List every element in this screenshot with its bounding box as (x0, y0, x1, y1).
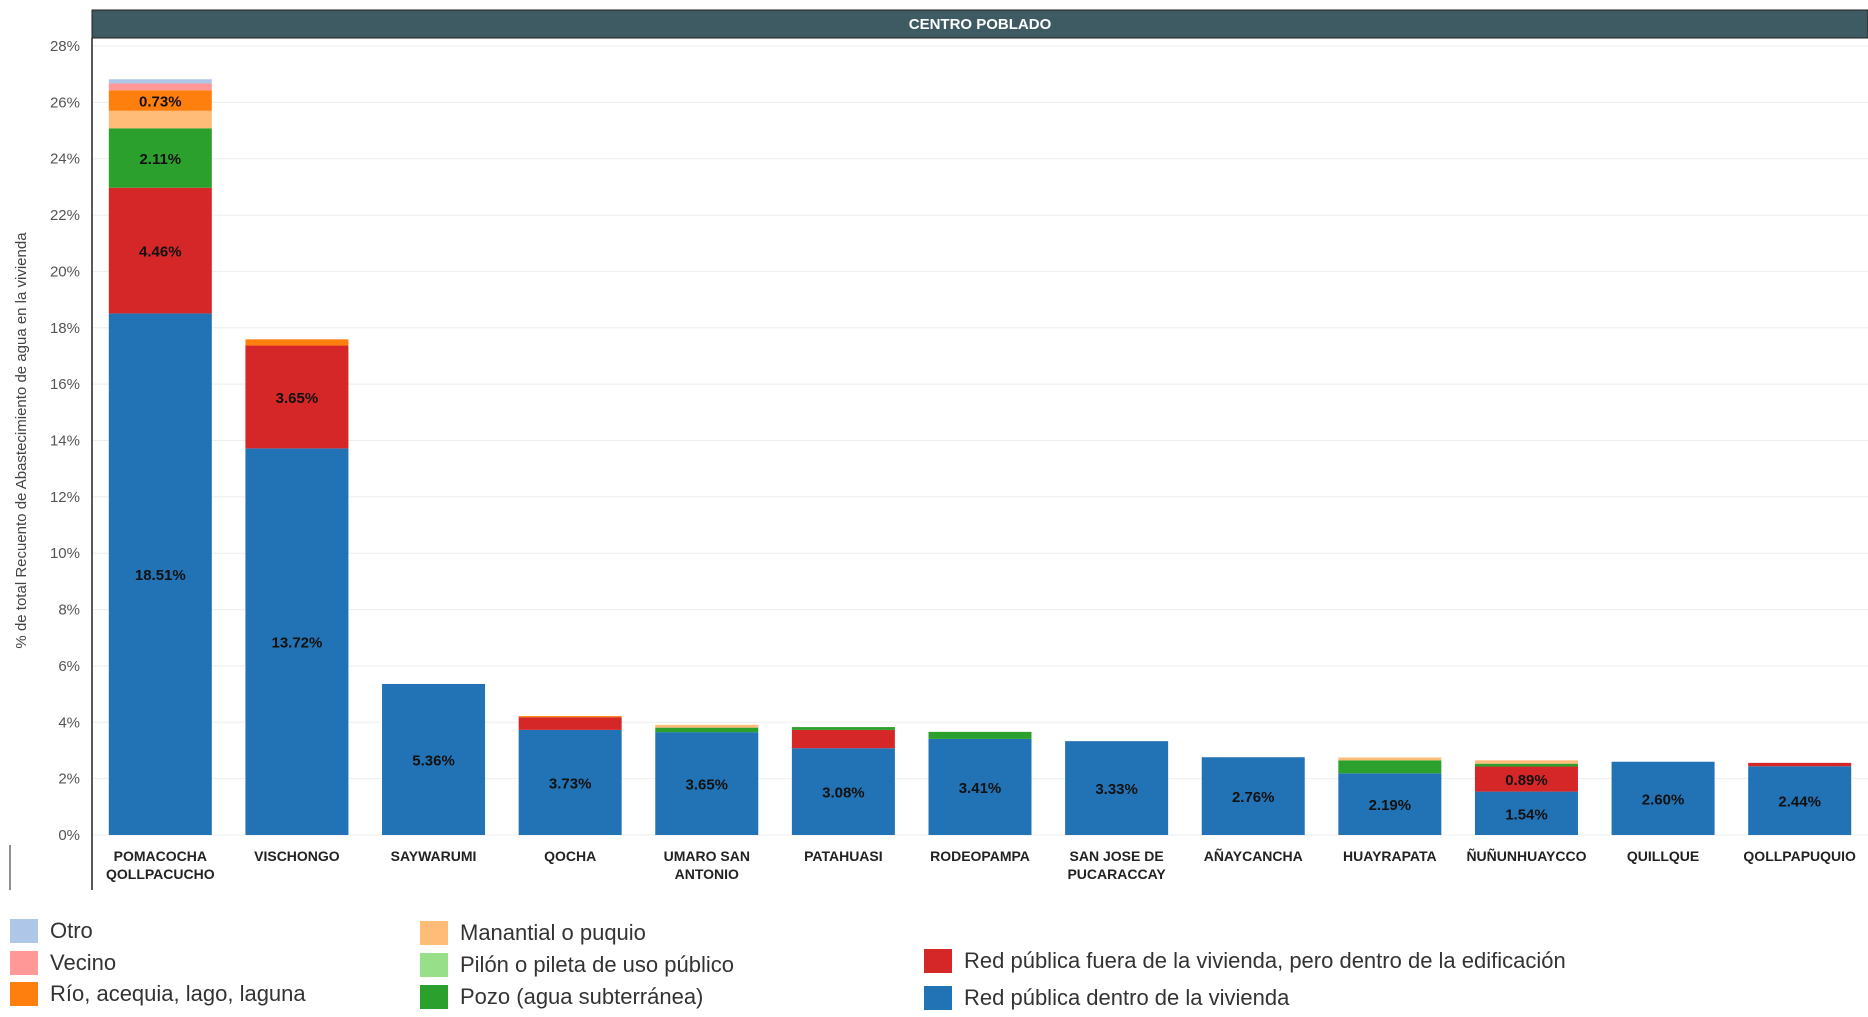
y-tick-label: 24% (50, 151, 80, 168)
y-tick-label: 12% (50, 489, 80, 506)
x-tick-label: HUAYRAPATA (1343, 848, 1437, 864)
y-tick-label: 14% (50, 433, 80, 450)
y-tick-label: 10% (50, 545, 80, 562)
bar-segment (655, 727, 759, 733)
bar-segment (1474, 763, 1578, 767)
bar-segment (518, 717, 622, 730)
y-tick-label: 28% (50, 38, 80, 55)
data-label: 3.73% (549, 775, 592, 792)
bar-segment (108, 79, 212, 84)
bar-segment (1201, 757, 1305, 835)
x-tick-label: QOCHA (544, 848, 596, 864)
y-tick-label: 8% (58, 602, 80, 619)
y-tick-label: 16% (50, 376, 80, 393)
bar-segment (108, 83, 212, 91)
bar-segment (245, 448, 349, 835)
x-tick-label: AÑAYCANCHA (1204, 847, 1303, 864)
bar-segment (1065, 741, 1169, 835)
bar-segment (655, 732, 759, 835)
bar-segment (791, 727, 895, 730)
bar-segment (1611, 761, 1715, 835)
y-tick-label: 4% (58, 714, 80, 731)
bar-segment (245, 345, 349, 449)
bar-segment (1748, 762, 1852, 767)
bar-segment (108, 90, 212, 111)
bar-segment (1338, 757, 1442, 761)
x-tick-label: ÑUÑUNHUAYCCO (1466, 847, 1586, 864)
bar-segment (928, 738, 1032, 835)
data-label: 5.36% (412, 752, 455, 769)
data-label: 2.44% (1778, 794, 1821, 811)
data-label: 3.08% (822, 785, 865, 802)
data-label: 18.51% (135, 567, 186, 584)
data-label: 0.89% (1505, 772, 1548, 789)
y-tick-label: 20% (50, 263, 80, 280)
data-label: 13.72% (271, 635, 322, 652)
bar-segment (655, 724, 759, 728)
data-label: 3.65% (276, 390, 319, 407)
x-tick-label: PUCARACCAY (1067, 866, 1166, 882)
x-tick-label: POMACOCHA (114, 848, 207, 864)
y-axis-label: % de total Recuento de Abastecimiento de… (13, 232, 30, 649)
x-tick-label: UMARO SAN (664, 848, 750, 864)
data-label: 2.19% (1369, 797, 1412, 814)
data-label: 1.54% (1505, 806, 1548, 823)
bar-segment (1338, 760, 1442, 774)
bar-segment (382, 683, 486, 835)
header-bar (91, 9, 1868, 39)
bar-segment (108, 187, 212, 314)
y-tick-label: 22% (50, 207, 80, 224)
bar-segment (1338, 773, 1442, 835)
x-tick-label: ANTONIO (675, 866, 739, 882)
x-tick-label: VISCHONGO (254, 848, 340, 864)
bar-segment (108, 128, 212, 188)
y-tick-label: 26% (50, 94, 80, 111)
data-label: 3.41% (959, 780, 1002, 797)
bar-segment (1748, 766, 1852, 835)
bar-segment (518, 729, 622, 835)
data-label: 2.76% (1232, 789, 1275, 806)
bar-segment (245, 339, 349, 346)
x-tick-label: QUILLQUE (1627, 848, 1699, 864)
x-tick-label: RODEOPAMPA (930, 848, 1030, 864)
bar-segment (928, 731, 1032, 739)
bar-segment (791, 729, 895, 749)
data-label: 2.60% (1642, 791, 1685, 808)
data-label: 3.33% (1095, 781, 1138, 798)
data-label: 0.73% (139, 94, 182, 111)
bar-segment (1474, 766, 1578, 792)
y-tick-label: 6% (58, 658, 80, 675)
data-label: 4.46% (139, 244, 182, 261)
bar-segment (1474, 760, 1578, 764)
bar-segment (518, 716, 622, 718)
x-tick-label: QOLLPACUCHO (106, 866, 215, 882)
y-tick-label: 2% (58, 771, 80, 788)
x-tick-label: PATAHUASI (804, 848, 883, 864)
data-label: 3.65% (685, 777, 728, 794)
bar-segment (1474, 791, 1578, 835)
x-tick-label: SAYWARUMI (391, 848, 477, 864)
bar-segment (791, 748, 895, 835)
y-tick-label: 0% (58, 827, 80, 844)
x-tick-label: SAN JOSE DE (1070, 848, 1164, 864)
data-label: 2.11% (139, 151, 181, 168)
x-tick-label: QOLLPAPUQUIO (1743, 848, 1856, 864)
bar-segment (108, 110, 212, 129)
chart-title: CENTRO POBLADO (909, 16, 1052, 33)
bar-segment (108, 313, 212, 835)
y-tick-label: 18% (50, 320, 80, 337)
